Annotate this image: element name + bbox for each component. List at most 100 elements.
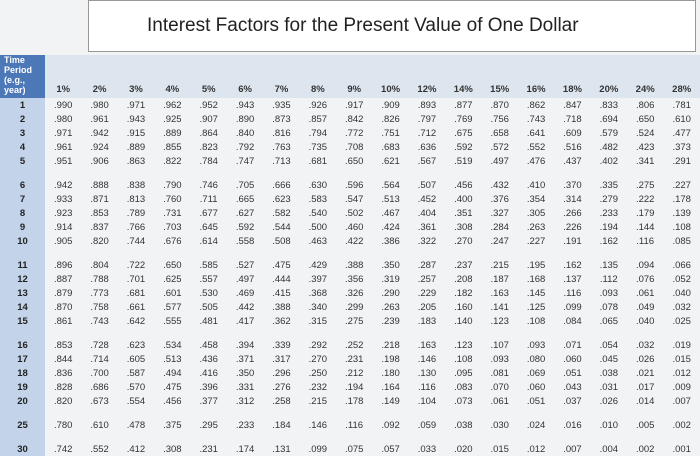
factor-cell: .093 [526, 339, 546, 351]
factor-cell: .746 [199, 179, 218, 191]
factor-cell: .139 [672, 207, 691, 219]
gap-cell [663, 408, 700, 418]
factor-cell: .558 [235, 235, 255, 247]
factor-cell: .781 [672, 99, 691, 111]
factor-cell: .263 [526, 221, 546, 233]
gap-cell [336, 328, 372, 338]
factor-cell: .917 [344, 99, 364, 111]
factor-cell: .456 [163, 395, 182, 407]
factor-cell: .002 [672, 419, 691, 431]
factor-cell: .452 [417, 193, 437, 205]
factor-cell: .871 [90, 193, 109, 205]
factor-cell: .135 [599, 259, 619, 271]
factor-cell: .792 [235, 141, 255, 153]
factor-cell: .037 [563, 395, 582, 407]
column-header: 14% [445, 55, 482, 98]
factor-cell: .650 [163, 259, 182, 271]
factor-cell: .813 [126, 193, 146, 205]
factor-cell: .847 [563, 99, 582, 111]
factor-cell: .822 [163, 155, 182, 167]
factor-cell: .263 [381, 301, 400, 313]
factor-cell: .373 [672, 141, 691, 153]
factor-cell: .149 [381, 395, 400, 407]
factor-cell: .906 [90, 155, 109, 167]
factor-cell: .049 [635, 301, 655, 313]
factor-cell: .266 [563, 207, 582, 219]
table-row: 4 .961 .924 .889 .855 .823 .792 .763 .735 .708 .68… [0, 140, 700, 154]
factor-cell: .794 [308, 127, 328, 139]
gap-cell [591, 248, 627, 258]
gap-cell [227, 248, 263, 258]
factor-cell: .093 [490, 353, 509, 365]
gap-cell [445, 408, 481, 418]
factor-cell: .250 [308, 367, 328, 379]
factor-cell: .861 [53, 315, 73, 327]
factor-cell: .915 [126, 127, 146, 139]
factor-cell: .896 [53, 259, 73, 271]
factor-cell: .226 [563, 221, 582, 233]
factor-cell: .341 [635, 155, 655, 167]
factor-cell: .012 [526, 443, 546, 455]
pv-table: Time Period (e.g., year) 1% 2% 3% 4% 5% 6% 7% 8%… [0, 55, 700, 456]
factor-cell: .585 [199, 259, 218, 271]
factor-cell: .051 [526, 395, 546, 407]
factor-cell: .205 [417, 301, 437, 313]
factor-cell: .257 [417, 273, 437, 285]
factor-cell: .326 [344, 287, 364, 299]
factor-cell: .877 [454, 99, 473, 111]
factor-cell: .864 [199, 127, 218, 139]
gap-cell [554, 328, 590, 338]
factor-cell: .327 [490, 207, 509, 219]
factor-cell: .477 [672, 127, 691, 139]
gap-cell [627, 408, 663, 418]
factor-cell: .078 [599, 301, 619, 313]
factor-cell: .276 [272, 381, 291, 393]
factor-cell: .231 [344, 353, 364, 365]
gap-cell [263, 168, 299, 178]
factor-cell: .125 [526, 301, 546, 313]
table-row: 20 .820 .673 .554 .456 .377 .312 .258 .215 .178 .1… [0, 394, 700, 408]
factor-cell: .980 [53, 113, 73, 125]
gap-cell [118, 432, 154, 442]
factor-cell: .292 [308, 339, 328, 351]
factor-cell: .351 [454, 207, 473, 219]
factor-cell: .961 [53, 141, 73, 153]
factor-cell: .015 [490, 443, 509, 455]
factor-cell: .645 [199, 221, 218, 233]
factor-cell: .057 [381, 443, 400, 455]
gap-cell [227, 408, 263, 418]
factor-cell: .024 [526, 419, 546, 431]
factor-cell: .099 [563, 301, 582, 313]
factor-cell: .081 [490, 367, 509, 379]
period-cell: 6 [0, 178, 45, 192]
gap-cell [81, 408, 117, 418]
factor-cell: .429 [308, 259, 328, 271]
factor-cell: .718 [563, 113, 582, 125]
factor-cell: .319 [381, 273, 400, 285]
gap-cell [482, 248, 518, 258]
gap-cell [191, 432, 227, 442]
gap-cell [118, 408, 154, 418]
factor-cell: .026 [635, 353, 655, 365]
factor-cell: .386 [381, 235, 400, 247]
factor-cell: .701 [126, 273, 146, 285]
factor-cell: .043 [563, 381, 582, 393]
factor-cell: .544 [272, 221, 291, 233]
factor-cell: .857 [308, 113, 328, 125]
factor-cell: .012 [672, 367, 691, 379]
factor-cell: .481 [199, 315, 218, 327]
gap-cell [663, 248, 700, 258]
period-cell: 8 [0, 206, 45, 220]
table-row: 5 .951 .906 .863 .822 .784 .747 .713 .681 .650 .62… [0, 154, 700, 168]
factor-cell: .567 [417, 155, 437, 167]
gap-cell [45, 248, 81, 258]
factor-cell: .080 [526, 353, 546, 365]
factor-cell: .990 [53, 99, 73, 111]
gap-cell [336, 408, 372, 418]
gap-cell [554, 432, 590, 442]
factor-cell: .711 [199, 193, 218, 205]
factor-cell: .370 [563, 179, 582, 191]
factor-cell: .554 [126, 395, 146, 407]
gap-cell [554, 168, 590, 178]
factor-cell: .478 [126, 419, 146, 431]
